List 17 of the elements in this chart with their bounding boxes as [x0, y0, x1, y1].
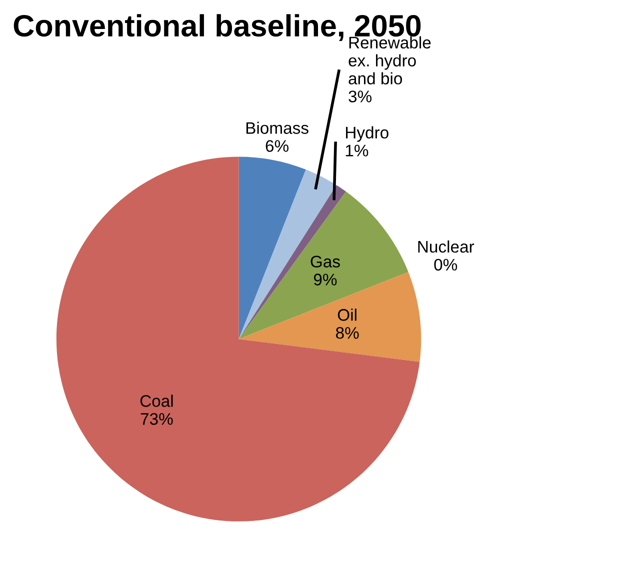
data-label: 6% [266, 140, 288, 152]
data-label: 8% [336, 327, 359, 339]
slice-label: Biomass [246, 122, 308, 134]
data-label: 3% [348, 90, 372, 102]
category-label: Nuclear [418, 240, 474, 253]
pie-slice [238, 272, 422, 362]
text: 0% [434, 258, 458, 271]
slice-label: Oil [338, 308, 356, 321]
pie-slice [238, 192, 408, 340]
data-label: 73% [140, 413, 173, 425]
slice-label: Gas [310, 256, 340, 268]
data-label: 1% [346, 144, 368, 156]
slice-label: Hydro [346, 126, 388, 142]
data-label: 9% [314, 274, 337, 286]
pie-slice [56, 156, 420, 522]
slice-label: Coal [140, 394, 173, 407]
pie-slice [238, 156, 306, 340]
